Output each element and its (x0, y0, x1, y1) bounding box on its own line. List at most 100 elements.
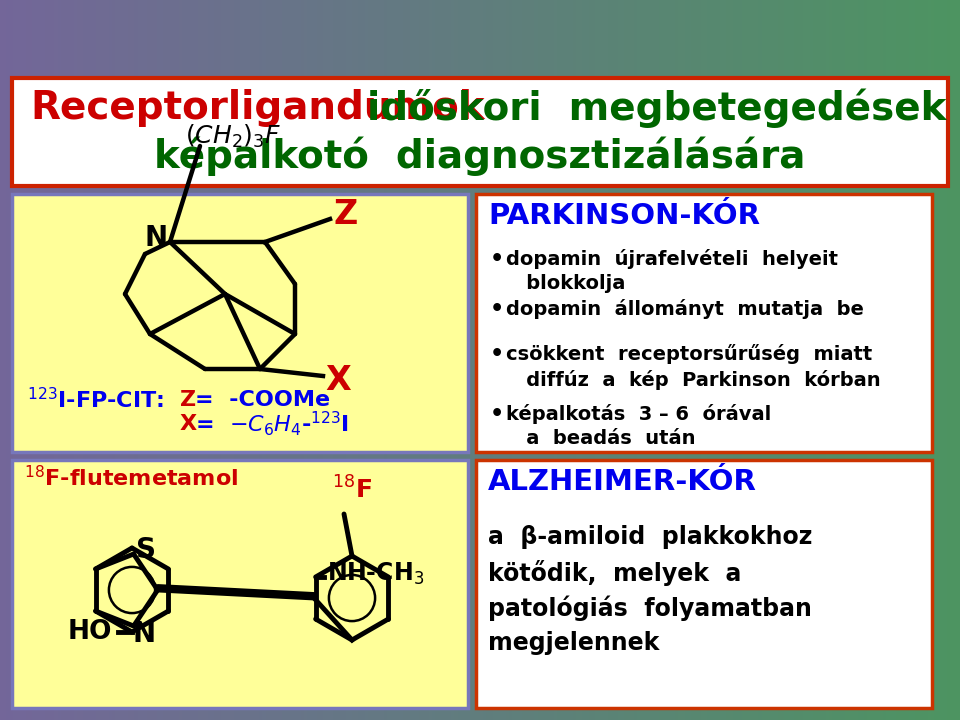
Bar (228, 0, 230, 720)
Bar (329, 0, 333, 720)
Bar (656, 0, 660, 720)
Text: N: N (132, 620, 156, 648)
Bar (665, 0, 669, 720)
Text: dopamin  állományt  mutatja  be: dopamin állományt mutatja be (506, 299, 864, 319)
Bar (67, 0, 70, 720)
Bar (252, 0, 256, 720)
Bar (346, 0, 348, 720)
Bar (176, 0, 180, 720)
Bar (99, 0, 103, 720)
Bar (336, 0, 339, 720)
Bar (874, 0, 876, 720)
Bar (259, 0, 262, 720)
Bar (602, 0, 605, 720)
Bar (775, 0, 778, 720)
Bar (12, 194, 468, 452)
Bar (944, 0, 948, 720)
Bar (838, 0, 842, 720)
Bar (684, 0, 688, 720)
Bar (544, 0, 547, 720)
Text: •: • (490, 299, 504, 319)
Bar (742, 0, 746, 720)
Bar (771, 0, 775, 720)
Bar (957, 0, 960, 720)
Bar (896, 0, 900, 720)
Bar (713, 0, 717, 720)
Bar (909, 0, 912, 720)
Bar (384, 0, 387, 720)
Bar (208, 0, 211, 720)
Text: PARKINSON-KÓR: PARKINSON-KÓR (488, 202, 760, 230)
Bar (156, 0, 160, 720)
Bar (442, 0, 444, 720)
Bar (672, 0, 675, 720)
Bar (761, 0, 765, 720)
Bar (797, 0, 800, 720)
Bar (86, 0, 89, 720)
Bar (218, 0, 221, 720)
Text: X: X (325, 364, 350, 397)
Bar (276, 0, 278, 720)
Bar (708, 0, 710, 720)
Text: Receptorligandumok: Receptorligandumok (30, 89, 485, 127)
Bar (285, 0, 288, 720)
Bar (394, 0, 396, 720)
Bar (535, 0, 538, 720)
Bar (547, 0, 550, 720)
Bar (406, 0, 410, 720)
Bar (307, 0, 310, 720)
Bar (790, 0, 794, 720)
Bar (816, 0, 819, 720)
Bar (96, 0, 99, 720)
Bar (396, 0, 400, 720)
Bar (758, 0, 761, 720)
Bar (163, 0, 166, 720)
Bar (343, 0, 346, 720)
Bar (58, 0, 60, 720)
Bar (368, 0, 372, 720)
Bar (723, 0, 727, 720)
Text: =  $-C_6H_4$-$^{123}$I: = $-C_6H_4$-$^{123}$I (195, 410, 349, 438)
Text: •: • (490, 344, 504, 364)
Bar (710, 0, 713, 720)
Bar (688, 0, 691, 720)
Bar (643, 0, 646, 720)
Bar (355, 0, 358, 720)
Bar (464, 0, 468, 720)
Bar (540, 0, 544, 720)
Bar (579, 0, 583, 720)
Bar (420, 0, 422, 720)
Text: időskori  megbetegedések: időskori megbetegedések (340, 89, 947, 128)
Bar (372, 0, 374, 720)
Bar (669, 0, 672, 720)
Bar (800, 0, 804, 720)
Bar (784, 0, 787, 720)
Bar (732, 0, 736, 720)
Bar (144, 0, 147, 720)
Bar (682, 0, 684, 720)
Bar (727, 0, 730, 720)
Bar (195, 0, 199, 720)
Bar (813, 0, 816, 720)
Bar (38, 0, 41, 720)
Bar (199, 0, 202, 720)
Bar (32, 0, 36, 720)
Bar (221, 0, 224, 720)
Bar (10, 0, 12, 720)
Bar (823, 0, 826, 720)
Bar (454, 0, 458, 720)
Bar (854, 0, 857, 720)
Bar (422, 0, 425, 720)
Bar (953, 0, 957, 720)
Bar (640, 0, 643, 720)
Bar (7, 0, 10, 720)
Bar (202, 0, 204, 720)
Text: =  -COOMe: = -COOMe (195, 390, 330, 410)
Bar (48, 0, 51, 720)
Text: •: • (490, 249, 504, 269)
Bar (634, 0, 636, 720)
Bar (26, 0, 29, 720)
Bar (314, 0, 317, 720)
Text: Z: Z (334, 199, 358, 232)
Bar (476, 194, 932, 452)
